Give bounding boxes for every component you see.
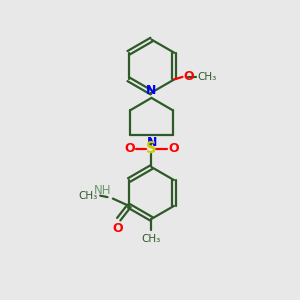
Text: S: S — [146, 141, 157, 156]
Text: O: O — [124, 142, 135, 155]
Text: CH₃: CH₃ — [198, 72, 217, 82]
Text: O: O — [168, 142, 179, 155]
Text: CH₃: CH₃ — [142, 234, 161, 244]
Text: N: N — [147, 136, 158, 149]
Text: O: O — [112, 222, 123, 235]
Text: NH: NH — [94, 184, 112, 197]
Text: N: N — [146, 84, 156, 97]
Text: CH₃: CH₃ — [78, 190, 98, 201]
Text: O: O — [184, 70, 194, 83]
